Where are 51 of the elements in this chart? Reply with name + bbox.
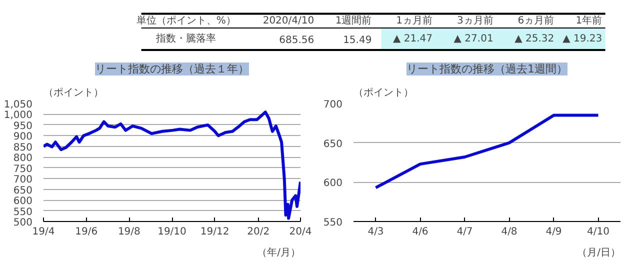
x-tick-label: 4/7 (456, 226, 473, 238)
y-tick-label: 850 (13, 142, 33, 154)
x-tick-label: 19/12 (200, 226, 230, 238)
y-tick-label: 700 (13, 174, 33, 186)
x-tick-label: 4/6 (412, 226, 428, 238)
y-axis-title: （ポイント） (44, 88, 104, 98)
y-tick-label: 950 (13, 120, 33, 132)
x-tick-label: 4/3 (368, 226, 384, 238)
y-tick-label: 750 (13, 164, 33, 175)
x-tick-label: 4/8 (501, 226, 518, 238)
text: ▲ 27.01 (454, 34, 494, 44)
y-tick-label: 550 (13, 206, 33, 218)
y-tick-label: 650 (13, 185, 33, 196)
text: ▲ 19.23 (562, 34, 602, 44)
y-tick-label: 600 (323, 178, 343, 190)
chart-title: リート指数の推移（過去1週間） (406, 62, 568, 76)
y-tick-label: 550 (323, 218, 343, 228)
text: 15.49 (343, 35, 372, 46)
y-tick-label: 800 (13, 153, 33, 164)
text: 単位（ポイント、%） (136, 14, 236, 26)
text: ▲ 25.32 (514, 34, 554, 44)
y-tick-label: 700 (323, 100, 343, 110)
chart-title: リート指数の推移（過去１年） (95, 62, 249, 76)
y-tick-label: 900 (13, 132, 33, 143)
text: 6ヵ月前 (518, 14, 554, 26)
text: 3ヵ月前 (456, 14, 494, 26)
text: 2020/4/10 (262, 15, 314, 26)
text: 685.56 (279, 35, 314, 46)
text: 指数・騰落率 (155, 32, 216, 44)
y-tick-label: 1,050 (4, 100, 33, 110)
x-tick-label: 20/2 (247, 226, 270, 238)
text: 1週間前 (335, 14, 372, 26)
y-tick-label: 650 (323, 138, 343, 150)
x-tick-label: 19/8 (118, 226, 140, 238)
y-tick-label: 600 (13, 196, 33, 208)
x-tick-label: 19/10 (158, 226, 186, 238)
y-axis-title: （ポイント） (354, 88, 414, 98)
x-axis-title: （年/月） (257, 246, 301, 258)
text: 1ヵ月前 (396, 14, 433, 26)
line-series (44, 110, 300, 220)
line-series (374, 114, 600, 190)
x-axis-title: （月/日） (577, 248, 621, 258)
x-tick-label: 4/10 (587, 226, 610, 238)
x-tick-label: 20/4 (289, 226, 312, 238)
x-tick-label: 19/4 (32, 226, 55, 238)
text: ▲ 21.47 (393, 34, 433, 44)
x-tick-label: 4/9 (546, 226, 562, 238)
y-tick-label: 500 (13, 218, 33, 228)
y-tick-label: 1,000 (4, 110, 33, 122)
x-tick-label: 19/6 (75, 226, 98, 238)
text: 1年前 (576, 14, 602, 26)
